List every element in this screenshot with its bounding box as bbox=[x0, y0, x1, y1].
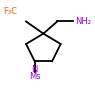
Text: F₃C: F₃C bbox=[3, 7, 17, 16]
Text: NH₂: NH₂ bbox=[75, 17, 91, 26]
Text: Ms: Ms bbox=[29, 72, 41, 81]
Text: N: N bbox=[32, 65, 38, 74]
